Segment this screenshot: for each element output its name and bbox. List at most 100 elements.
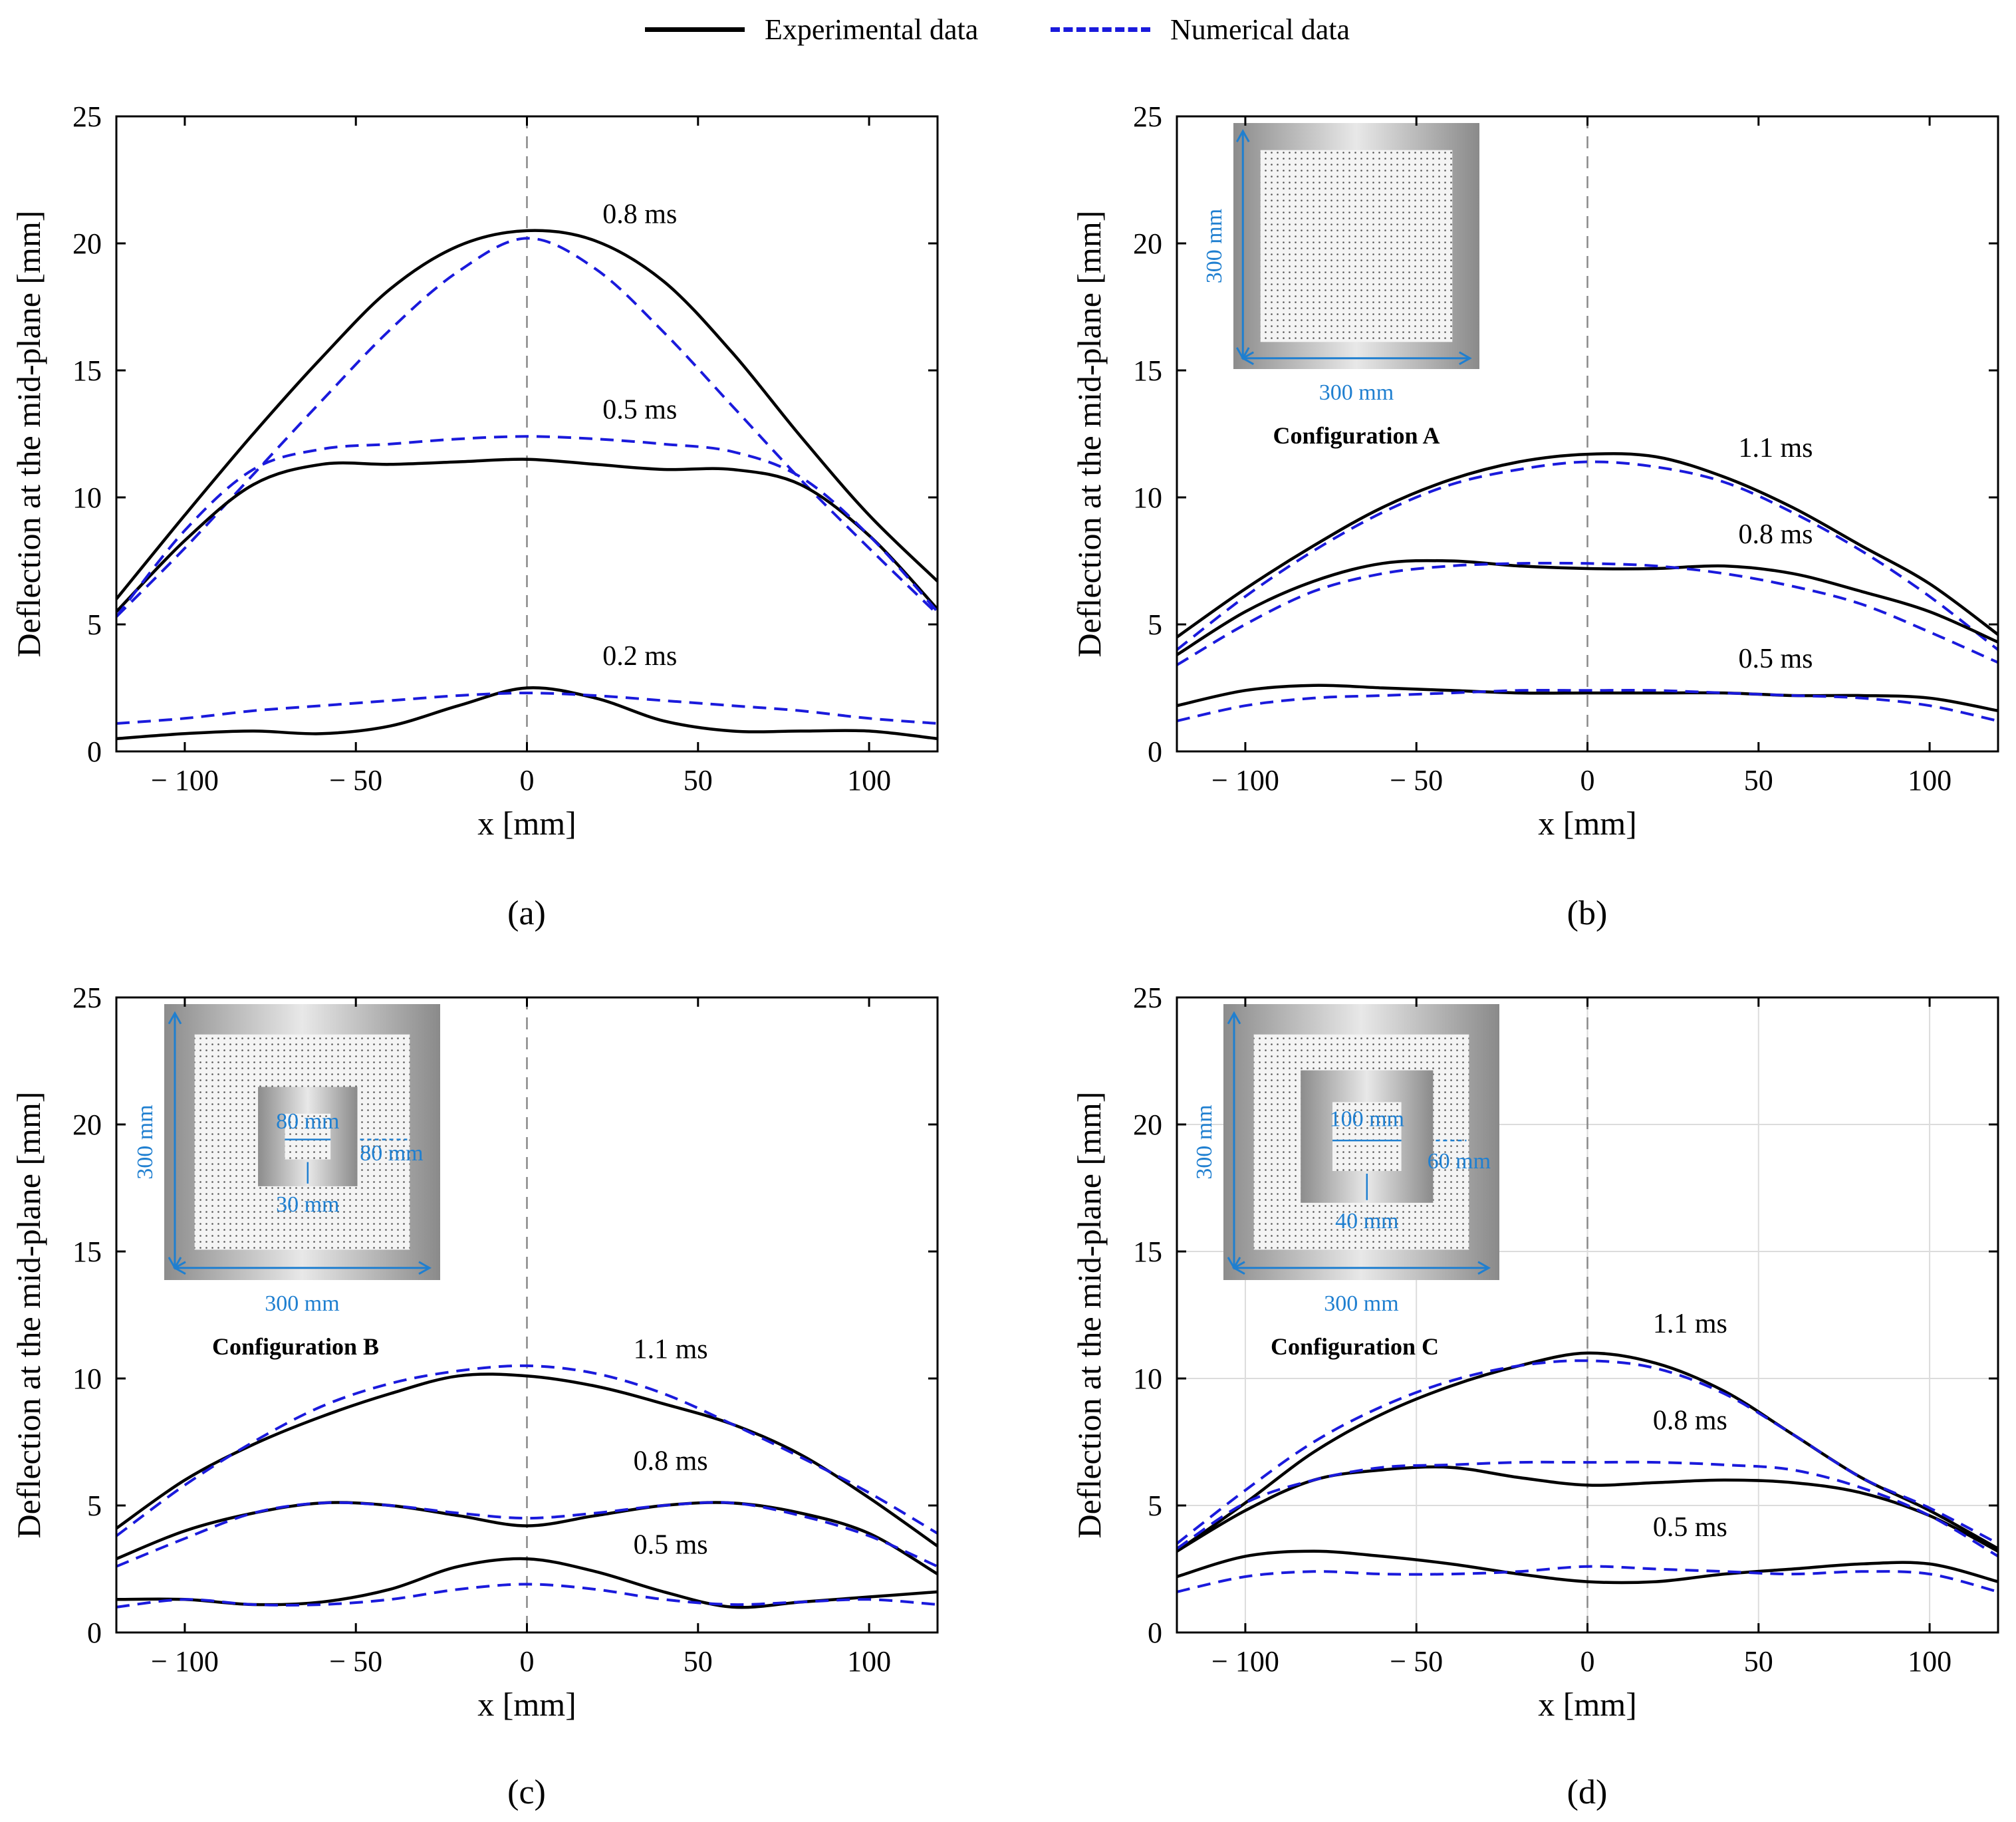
y-tick-label: 0 — [1148, 735, 1162, 768]
y-tick-label: 25 — [1133, 100, 1162, 133]
width-arrowhead-left — [1231, 1261, 1245, 1275]
y-axis-label: Deflection at the mid-plane [mm] — [1071, 1092, 1108, 1539]
y-tick-label: 15 — [1133, 1236, 1162, 1268]
side-dimension-label: 80 mm — [360, 1141, 423, 1166]
inner-hole-dimension-label: 100 mm — [1330, 1106, 1404, 1131]
chart-panel-a: − 100 − 50 0 50 100 0 5 10 15 20 25 x [mm] Deflectio… — [10, 100, 939, 932]
y-tick-label: 20 — [1133, 1108, 1162, 1141]
y-tick-label: 20 — [1133, 227, 1162, 260]
curve-time-label: 0.5 ms — [1739, 644, 1813, 674]
y-axis-label: Deflection at the mid-plane [mm] — [10, 211, 47, 658]
y-tick-label: 25 — [72, 981, 102, 1014]
configuration-title: Configuration A — [1273, 422, 1440, 449]
experimental-series-line — [115, 1372, 939, 1547]
width-dimension-label: 300 mm — [265, 1291, 339, 1316]
experimental-series-line — [1176, 452, 1999, 638]
numerical-series-line — [1176, 1359, 1999, 1545]
x-tick-label: 0 — [1580, 1645, 1595, 1678]
y-tick-label: 15 — [72, 1236, 102, 1268]
x-tick-label: − 100 — [1211, 1645, 1279, 1678]
curve-time-label: 1.1 ms — [1739, 433, 1813, 463]
y-tick-label: 5 — [1148, 1490, 1162, 1522]
x-axis-label: x [mm] — [1538, 1686, 1637, 1723]
y-tick-label: 25 — [1133, 981, 1162, 1014]
y-tick-label: 15 — [1133, 354, 1162, 387]
y-tick-label: 20 — [72, 1108, 102, 1141]
y-tick-label: 25 — [72, 100, 102, 133]
width-arrowhead-right — [1459, 351, 1472, 366]
bottom-dimension-label: 30 mm — [276, 1192, 339, 1217]
experimental-series-line — [115, 229, 939, 600]
y-tick-label: 0 — [1148, 1617, 1162, 1649]
y-axis-label: Deflection at the mid-plane [mm] — [1071, 211, 1108, 658]
height-dimension-label: 300 mm — [1192, 1105, 1217, 1179]
legend-numerical-swatch — [1051, 27, 1150, 32]
experimental-series-line — [1176, 559, 1999, 656]
side-dimension-label: 60 mm — [1428, 1149, 1491, 1174]
x-tick-label: − 50 — [1390, 764, 1443, 797]
x-axis-label: x [mm] — [477, 1686, 576, 1723]
legend-numerical: Numerical data — [1051, 9, 1350, 49]
legend-experimental-swatch — [645, 27, 745, 32]
x-tick-label: 100 — [1908, 1645, 1952, 1678]
curve-time-label: 0.5 ms — [602, 395, 677, 426]
numerical-series-line — [115, 237, 939, 618]
width-arrowhead-right — [1477, 1261, 1491, 1275]
perforated-area — [1260, 150, 1453, 342]
y-tick-label: 10 — [72, 1363, 102, 1395]
numerical-series-line — [115, 435, 939, 618]
y-tick-label: 20 — [72, 227, 102, 260]
curve-time-label: 1.1 ms — [1653, 1309, 1727, 1339]
experimental-series-line — [116, 1501, 939, 1576]
x-tick-label: − 100 — [151, 1645, 219, 1678]
x-axis-label: x [mm] — [1538, 805, 1637, 842]
x-tick-label: 100 — [847, 1645, 891, 1678]
legend-numerical-label: Numerical data — [1170, 13, 1350, 46]
numerical-series-line — [1176, 689, 1999, 723]
numerical-series-line — [1176, 460, 1999, 651]
experimental-series-line — [1176, 1351, 1999, 1553]
x-tick-label: 100 — [1908, 764, 1952, 797]
x-tick-label: − 50 — [1390, 1645, 1443, 1678]
panel-label: (a) — [507, 894, 546, 932]
x-tick-label: 0 — [520, 1645, 535, 1678]
x-tick-label: − 100 — [1211, 764, 1279, 797]
experimental-series-line — [1176, 1549, 1999, 1585]
height-dimension-label: 300 mm — [133, 1105, 158, 1179]
width-arrowhead-right — [418, 1261, 432, 1275]
y-tick-label: 15 — [72, 354, 102, 387]
configuration-inset: 300 mm 300 mm 100 mm 60 mm 40 mm Configuratio… — [1192, 1004, 1499, 1360]
x-tick-label: 0 — [520, 764, 535, 797]
y-tick-label: 0 — [87, 1617, 102, 1649]
curve-time-label: 1.1 ms — [634, 1334, 708, 1365]
configuration-title: Configuration C — [1271, 1333, 1439, 1360]
height-arrowhead-top — [1227, 1011, 1241, 1025]
numerical-series-line — [116, 1583, 938, 1609]
y-tick-label: 10 — [72, 481, 102, 514]
numerical-series-line — [1176, 561, 1999, 666]
x-axis-label: x [mm] — [477, 805, 576, 842]
numerical-series-line — [115, 1364, 939, 1537]
curve-time-label: 0.8 ms — [1739, 519, 1813, 550]
experimental-series-line — [116, 686, 938, 741]
x-tick-label: 50 — [684, 764, 713, 797]
numerical-series-line — [1176, 1460, 1999, 1558]
x-tick-label: − 50 — [329, 764, 382, 797]
width-arrowhead-left — [1241, 351, 1254, 366]
curve-time-label: 0.5 ms — [634, 1530, 708, 1561]
chart-panel-d: 300 mm 300 mm 100 mm 60 mm 40 mm Configuratio… — [1071, 981, 1999, 1811]
y-axis-label: Deflection at the mid-plane [mm] — [10, 1092, 47, 1539]
inner-hole-dimension-label: 80 mm — [276, 1109, 339, 1134]
x-tick-label: − 100 — [151, 764, 219, 797]
numerical-series-line — [1176, 1565, 1999, 1593]
chart-panel-c: 300 mm 300 mm 80 mm 80 mm 30 mm Configuration… — [10, 981, 939, 1811]
numerical-series-line — [116, 692, 938, 725]
configuration-inset: 300 mm 300 mm 80 mm 80 mm 30 mm Configuration… — [133, 1004, 440, 1360]
inner-perforated-area — [285, 1113, 331, 1160]
experimental-series-line — [115, 457, 939, 613]
curve-time-label: 0.2 ms — [602, 641, 677, 672]
curve-time-label: 0.8 ms — [634, 1446, 708, 1477]
x-tick-label: 100 — [847, 764, 891, 797]
panel-label: (d) — [1567, 1773, 1608, 1811]
